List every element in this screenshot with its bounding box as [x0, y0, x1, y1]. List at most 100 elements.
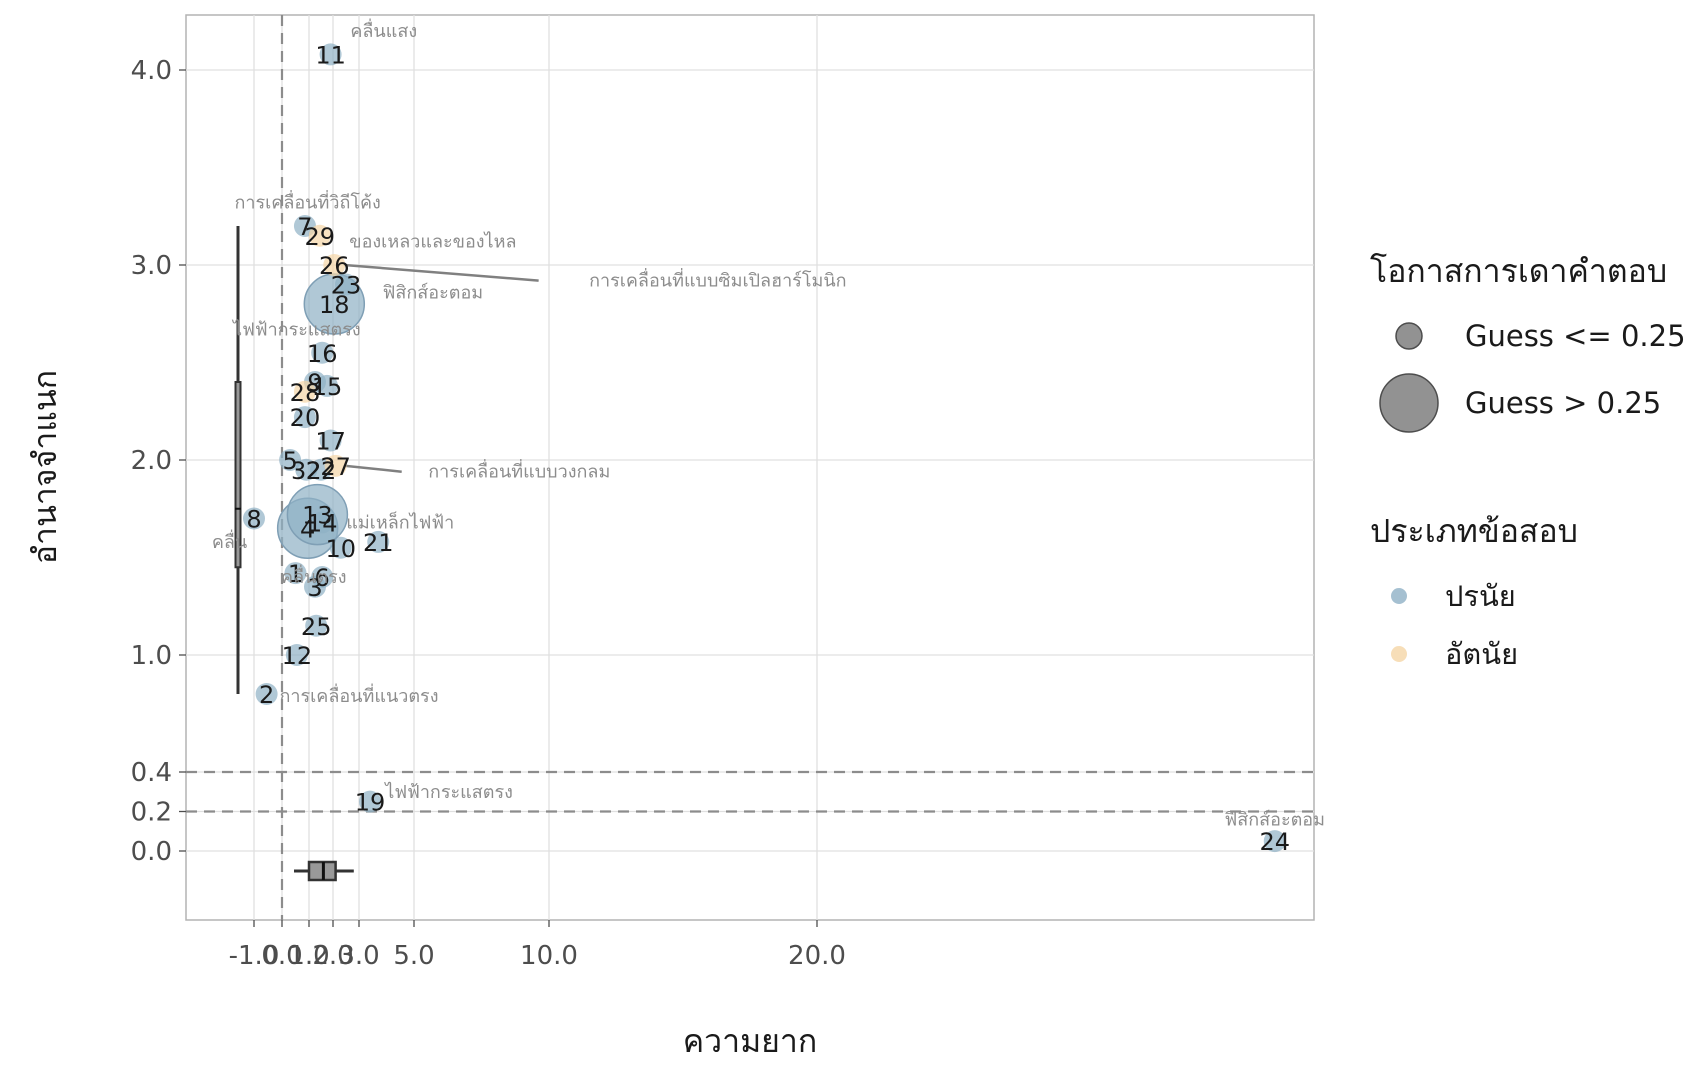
leader-line	[344, 263, 539, 282]
topic-label: ไฟฟ้ากระแสตรง	[383, 781, 513, 803]
marginal-boxplots	[234, 226, 354, 882]
point-label-22: 22	[306, 457, 337, 485]
legend-size-title: โอกาสการเดาคำตอบ	[1370, 252, 1667, 290]
point-32	[295, 458, 318, 481]
topic-labels: คลื่นแสงการเคลื่อนที่วิถีโค้งของเหลวและข…	[212, 18, 1325, 830]
point-label-29: 29	[305, 223, 336, 251]
point-17	[319, 429, 342, 452]
y-tick-label: 0.4	[131, 758, 172, 788]
y-axis-title: อำนาจจำแนก	[26, 370, 64, 564]
point-12	[285, 644, 308, 666]
point-label-17: 17	[315, 428, 346, 456]
leader-lines	[344, 263, 539, 473]
point-label-18: 18	[319, 291, 350, 319]
x-tick-label: 5.0	[393, 941, 434, 971]
x-tick-label: -1.0	[229, 941, 280, 971]
point-label-23: 23	[331, 272, 362, 300]
panel-background	[185, 14, 1315, 921]
point-label-12: 12	[282, 642, 313, 670]
topic-label: การเคลื่อนที่แบบวงกลม	[428, 459, 610, 483]
point-10	[329, 536, 352, 559]
point-2	[255, 683, 278, 705]
x-axis-title: ความยาก	[683, 1022, 818, 1060]
topic-label: ฟิสิกส์อะตอม	[383, 282, 483, 303]
point-label-2: 2	[259, 681, 274, 709]
point-label-11: 11	[315, 41, 346, 69]
topic-label: ไฟฟ้ากระแสตรง	[231, 318, 361, 340]
x-tick-label: 3.0	[338, 941, 379, 971]
point-28	[293, 380, 316, 403]
legend-size-big-key	[1379, 373, 1439, 433]
point-label-5: 5	[282, 447, 297, 475]
point-label-25: 25	[301, 613, 332, 641]
x-tick-label: 2.0	[312, 941, 353, 971]
leader-line	[345, 464, 402, 473]
point-label-27: 27	[320, 453, 351, 481]
point-label-4: 4	[300, 515, 315, 543]
topic-label: การเคลื่อนที่แนวตรง	[279, 683, 438, 707]
point-15	[316, 374, 338, 397]
point-label-10: 10	[326, 535, 357, 563]
y-boxplot-box	[234, 381, 242, 569]
point-label-14: 14	[307, 509, 338, 537]
point-label-6: 6	[315, 564, 330, 592]
point-label-20: 20	[290, 404, 321, 432]
y-tick-label: 0.2	[131, 798, 172, 828]
point-16	[311, 341, 334, 364]
y-tick-label: 1.0	[131, 641, 172, 671]
point-label-16: 16	[307, 340, 338, 368]
point-19	[359, 790, 381, 813]
x-tick-label: 10.0	[520, 941, 578, 971]
y-tick-label: 2.0	[131, 446, 172, 476]
point-label-3: 3	[307, 574, 322, 602]
topic-label: การเคลื่อนที่วิถีโค้ง	[234, 190, 380, 214]
axis-ticks: -1.00.01.02.03.0 5.0 10.0 20.00.00.20.41.02…	[131, 56, 846, 971]
point-label-21: 21	[363, 529, 394, 557]
point-label-7: 7	[297, 213, 312, 241]
topic-label: ของเหลวและของไหล	[349, 231, 516, 253]
point-label-9: 9	[307, 369, 322, 397]
point-23	[335, 273, 357, 296]
topic-label: การเคลื่อนที่แบบซิมเปิลฮาร์โมนิก	[589, 268, 847, 292]
point-11	[319, 43, 342, 66]
legend-type-subjective-key	[1391, 646, 1407, 662]
point-label-8: 8	[246, 506, 261, 534]
y-tick-label: 4.0	[131, 56, 172, 86]
point-1	[284, 562, 307, 585]
legend-size-big-label: Guess > 0.25	[1465, 386, 1661, 420]
point-21	[367, 530, 390, 553]
topic-label: คลื่น	[212, 529, 247, 553]
point-14	[311, 511, 334, 534]
point-27	[324, 454, 347, 477]
point-25	[305, 614, 328, 637]
point-5	[279, 449, 302, 471]
point-24	[1263, 830, 1286, 853]
x-tick-label: 20.0	[788, 941, 846, 971]
topic-label: คลื่นแสง	[350, 18, 417, 42]
point-label-32: 32	[291, 457, 322, 485]
point-label-15: 15	[312, 373, 343, 401]
legend-type-objective-label: ปรนัย	[1445, 579, 1516, 613]
points: 1234567891011121314151617181920212223242…	[243, 41, 1290, 856]
point-label-13: 13	[302, 502, 333, 530]
point-label-19: 19	[355, 789, 386, 817]
point-8	[243, 507, 265, 530]
topic-label: ฟิสิกส์อะตอม	[1225, 809, 1325, 830]
x-tick-label: 0.0	[261, 941, 302, 971]
point-label-26: 26	[319, 252, 350, 280]
point-label-28: 28	[290, 379, 321, 407]
point-20	[293, 406, 316, 429]
point-label-1: 1	[288, 560, 303, 588]
topic-label: คลื่นตรง	[281, 564, 347, 588]
legend-type-objective-key	[1391, 588, 1407, 604]
point-29	[308, 224, 331, 247]
legend-size-small-key	[1395, 322, 1423, 350]
y-tick-label: 3.0	[131, 251, 172, 281]
x-tick-label: 1.0	[288, 941, 329, 971]
legend: โอกาสการเดาคำตอบ Guess <= 0.25 Guess > 0…	[1370, 252, 1686, 671]
point-label-24: 24	[1259, 828, 1290, 856]
point-26	[323, 254, 346, 276]
legend-type-title: ประเภทข้อสอบ	[1370, 512, 1578, 550]
legend-size-small-label: Guess <= 0.25	[1465, 319, 1686, 353]
